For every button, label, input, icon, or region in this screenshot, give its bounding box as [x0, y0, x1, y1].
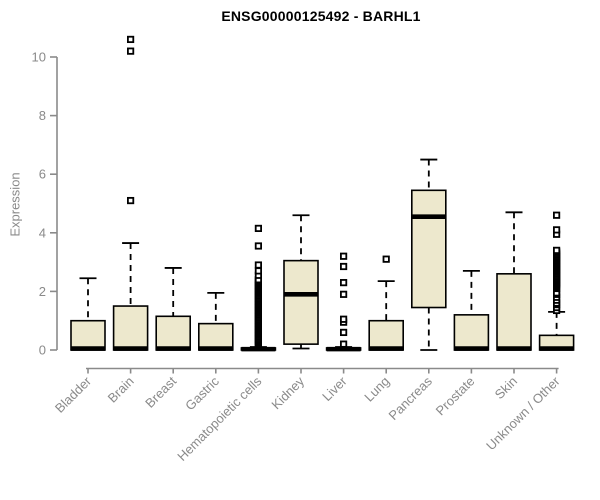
outlier-point-hematopoietic-cells	[254, 261, 262, 269]
outlier-point-brain	[127, 47, 135, 55]
box-iqr-skin	[496, 273, 532, 351]
y-tick-label: 8	[39, 108, 46, 123]
outlier-point-unknown-other	[553, 211, 561, 219]
x-category-label: Gastric	[182, 373, 222, 413]
x-category-label: Breast	[142, 373, 179, 410]
x-category-label: Prostate	[433, 374, 478, 419]
outlier-point-unknown-other	[553, 226, 561, 234]
box-iqr-breast	[155, 315, 191, 351]
x-category-label: Skin	[492, 374, 520, 402]
box-iqr-prostate	[453, 314, 490, 351]
x-category-label: Lung	[361, 374, 392, 405]
outlier-point-hematopoietic-cells	[254, 267, 262, 275]
x-category-label: Hematopoietic cells	[174, 373, 265, 464]
y-tick-label: 4	[39, 225, 46, 240]
outlier-point-brain	[127, 35, 135, 44]
outlier-point-liver	[339, 279, 348, 287]
outlier-point-liver	[339, 315, 348, 323]
box-iqr-lung	[368, 319, 405, 351]
outlier-point-hematopoietic-cells	[254, 242, 262, 250]
outlier-point-brain	[127, 196, 135, 205]
outlier-point-liver	[339, 262, 348, 271]
y-tick-label: 0	[39, 343, 46, 358]
x-category-label: Liver	[319, 373, 350, 404]
y-tick-label: 10	[32, 50, 46, 65]
box-iqr-bladder	[70, 319, 106, 351]
outlier-point-unknown-other	[553, 246, 561, 254]
outlier-point-liver	[339, 290, 348, 298]
outlier-point-liver	[339, 252, 348, 260]
outlier-point-liver	[339, 340, 348, 348]
box-iqr-brain	[112, 305, 149, 351]
box-iqr-kidney	[283, 259, 319, 345]
outlier-point-liver	[339, 328, 348, 337]
x-category-label: Unknown / Other	[483, 373, 563, 453]
x-category-label: Bladder	[52, 373, 95, 416]
box-iqr-pancreas	[410, 189, 447, 309]
outlier-point-hematopoietic-cells	[254, 224, 262, 233]
y-tick-label: 6	[39, 167, 46, 182]
x-category-label: Kidney	[268, 373, 307, 412]
x-category-label: Pancreas	[385, 373, 435, 423]
outlier-point-lung	[382, 255, 390, 263]
y-tick-label: 2	[39, 284, 46, 299]
chart-title: ENSG00000125492 - BARHL1	[221, 8, 421, 24]
x-category-label: Brain	[105, 374, 137, 406]
box-iqr-gastric	[198, 322, 234, 351]
